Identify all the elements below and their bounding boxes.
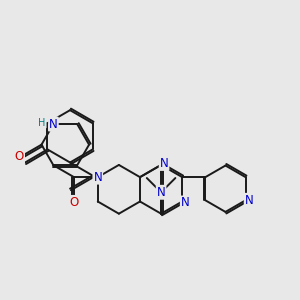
Text: N: N [93,171,102,184]
Text: N: N [157,186,166,199]
Text: N: N [160,157,168,170]
Text: N: N [245,194,254,207]
Text: O: O [15,150,24,163]
Text: H: H [38,118,46,128]
Text: N: N [181,196,190,209]
Text: O: O [69,196,79,209]
Text: N: N [49,118,58,130]
